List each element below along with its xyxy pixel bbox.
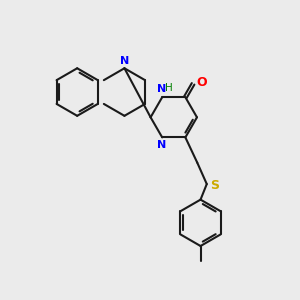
Text: O: O (196, 76, 207, 89)
Text: N: N (120, 56, 129, 67)
Text: N: N (157, 140, 166, 150)
Text: H: H (165, 83, 172, 93)
Text: S: S (210, 179, 219, 192)
Text: N: N (157, 84, 166, 94)
